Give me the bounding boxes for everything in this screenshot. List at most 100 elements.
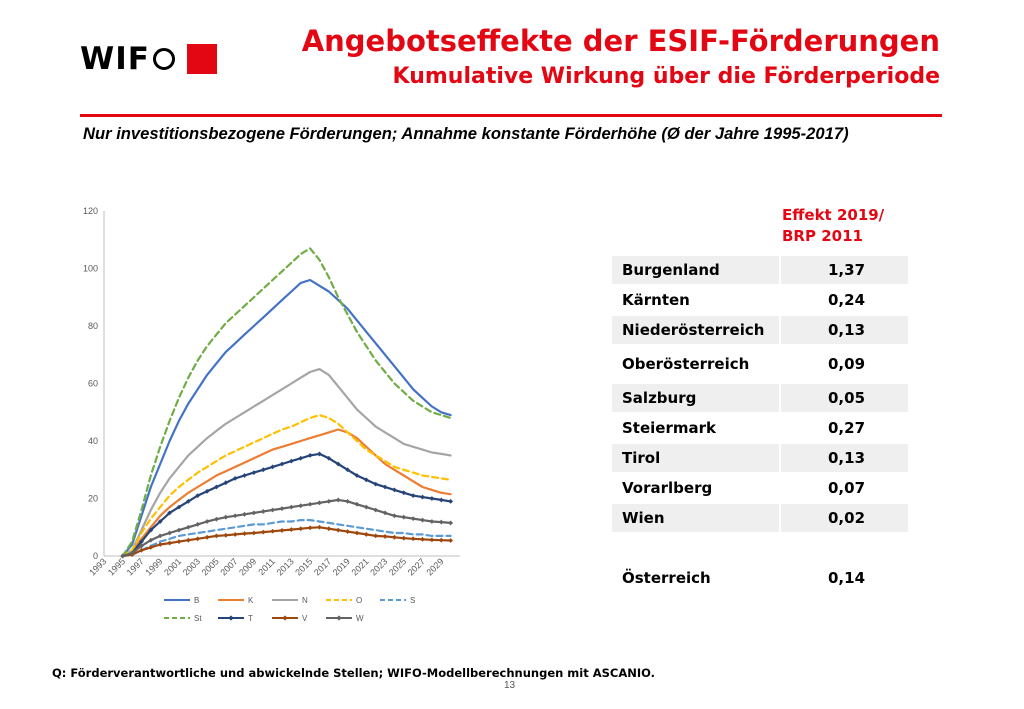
region-name: Niederösterreich bbox=[622, 321, 765, 339]
cell-divider bbox=[779, 286, 781, 314]
series-point-w bbox=[279, 506, 285, 511]
series-point-w bbox=[260, 509, 266, 514]
source-note: Q: Förderverantwortliche und abwickelnde… bbox=[52, 666, 656, 680]
series-point-w bbox=[204, 519, 210, 524]
y-tick-label: 20 bbox=[88, 494, 98, 504]
series-point-w bbox=[410, 516, 416, 522]
legend-marker-v bbox=[282, 615, 288, 621]
series-point-v bbox=[260, 529, 266, 535]
y-tick-label: 0 bbox=[93, 551, 98, 561]
y-tick-label: 100 bbox=[83, 264, 98, 274]
table-row: Burgenland 1,37 bbox=[612, 256, 908, 284]
legend-label-k: K bbox=[248, 596, 254, 605]
x-tick-label: 2007 bbox=[218, 556, 239, 577]
x-tick-label: 2003 bbox=[181, 556, 202, 577]
series-point-w bbox=[420, 517, 425, 523]
series-point-w bbox=[317, 500, 322, 506]
region-name: Steiermark bbox=[622, 419, 716, 437]
series-point-v bbox=[354, 530, 360, 536]
table-row: Steiermark 0,27 bbox=[612, 414, 908, 442]
x-tick-label: 2011 bbox=[256, 556, 277, 577]
cell-divider bbox=[779, 414, 781, 442]
x-tick-label: 2009 bbox=[237, 556, 258, 577]
logo-circle-icon bbox=[152, 48, 175, 70]
series-point-v bbox=[185, 537, 191, 543]
series-point-t bbox=[307, 452, 313, 458]
series-point-w bbox=[270, 507, 276, 513]
series-point-v bbox=[288, 527, 294, 532]
x-tick-label: 2021 bbox=[349, 556, 370, 577]
region-name: Wien bbox=[622, 509, 665, 527]
series-point-v bbox=[204, 534, 210, 540]
legend-marker-t bbox=[228, 615, 234, 621]
logo-red-square-icon bbox=[186, 44, 217, 74]
header-divider bbox=[80, 114, 942, 117]
series-point-t bbox=[223, 480, 229, 486]
series-point-t bbox=[270, 464, 276, 470]
wifo-logo: WI F bbox=[80, 42, 217, 76]
effect-value: 0,07 bbox=[828, 479, 866, 497]
series-point-t bbox=[185, 498, 191, 504]
series-point-t bbox=[260, 467, 266, 473]
effect-value: 0,13 bbox=[828, 449, 866, 467]
series-point-t bbox=[420, 494, 425, 500]
series-point-t bbox=[298, 455, 304, 461]
series-point-v bbox=[251, 530, 257, 536]
series-point-w bbox=[242, 511, 247, 517]
region-name: Vorarlberg bbox=[622, 479, 713, 497]
series-point-v bbox=[157, 542, 163, 547]
series-point-v bbox=[139, 547, 144, 553]
region-name: Tirol bbox=[622, 449, 661, 467]
region-name: Burgenland bbox=[622, 261, 720, 279]
series-point-t bbox=[232, 475, 238, 481]
x-tick-label: 2015 bbox=[293, 556, 314, 577]
region-name: Kärnten bbox=[622, 291, 690, 309]
series-line-n bbox=[121, 368, 452, 558]
effect-value: 0,13 bbox=[828, 321, 866, 339]
x-tick-label: 2023 bbox=[368, 556, 389, 577]
series-point-w bbox=[298, 503, 304, 509]
effect-value: 0,09 bbox=[828, 355, 866, 373]
series-point-w bbox=[129, 550, 135, 556]
series-point-v bbox=[345, 529, 350, 534]
series-point-t bbox=[438, 497, 444, 503]
cell-divider bbox=[779, 444, 781, 472]
series-point-w bbox=[139, 543, 144, 549]
table-header-line1: Effekt 2019/ bbox=[782, 206, 885, 224]
series-point-t bbox=[157, 519, 163, 524]
series-point-t bbox=[167, 510, 172, 516]
series-point-v bbox=[307, 525, 313, 531]
series-point-v bbox=[438, 537, 444, 543]
series-point-v bbox=[363, 532, 369, 537]
series-point-t bbox=[382, 484, 388, 490]
series-point-v bbox=[401, 535, 407, 541]
series-point-v bbox=[195, 536, 201, 542]
series-point-t bbox=[176, 504, 182, 510]
logo-text-wi: WI bbox=[80, 41, 128, 77]
series-point-t bbox=[148, 527, 154, 533]
legend-label-v: V bbox=[302, 614, 308, 623]
series-point-t bbox=[279, 461, 285, 467]
series-point-v bbox=[326, 526, 332, 532]
effect-value: 0,14 bbox=[828, 569, 866, 587]
series-point-t bbox=[345, 467, 350, 473]
series-point-t bbox=[288, 458, 294, 464]
series-point-t bbox=[429, 496, 435, 501]
series-point-w bbox=[251, 510, 257, 516]
series-line-s bbox=[121, 519, 452, 558]
series-point-w bbox=[429, 519, 435, 524]
series-point-v bbox=[242, 531, 247, 536]
table-header-line2: BRP 2011 bbox=[782, 227, 863, 245]
x-tick-label: 1995 bbox=[106, 556, 127, 577]
series-point-v bbox=[298, 526, 304, 532]
series-point-w bbox=[326, 498, 332, 504]
series-point-t bbox=[392, 487, 397, 493]
legend-label-w: W bbox=[356, 614, 364, 623]
x-tick-label: 1999 bbox=[143, 556, 164, 577]
series-point-t bbox=[214, 484, 219, 490]
series-point-t bbox=[242, 473, 247, 478]
series-point-v bbox=[214, 533, 219, 539]
table-row: Salzburg 0,05 bbox=[612, 384, 908, 412]
series-point-v bbox=[279, 528, 285, 533]
table-row: Tirol 0,13 bbox=[612, 444, 908, 472]
